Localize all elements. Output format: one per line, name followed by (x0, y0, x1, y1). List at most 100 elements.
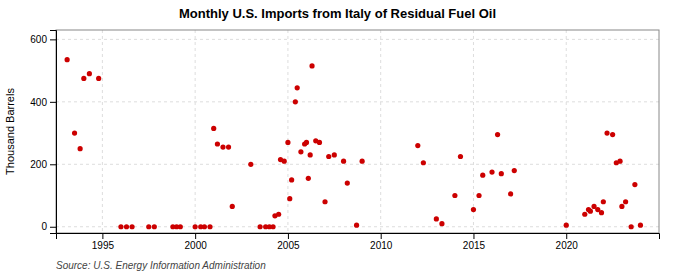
axis-domain (50, 31, 57, 234)
point (341, 159, 346, 164)
y-tick: 400 (30, 97, 56, 108)
point (129, 224, 134, 229)
x-tick-mark (102, 233, 103, 239)
point (434, 216, 439, 221)
chart: 1995200020052010201520200200400600Monthl… (0, 0, 675, 275)
point (211, 126, 216, 131)
title: Monthly U.S. Imports from Italy of Resid… (179, 6, 496, 21)
point (287, 196, 292, 201)
points (65, 57, 644, 229)
point (295, 85, 300, 90)
point (629, 224, 634, 229)
x-tick: 1995 (92, 233, 115, 251)
point (226, 145, 231, 150)
y-tick: 0 (41, 221, 56, 232)
y-tick: 200 (30, 159, 56, 170)
x-tick: 2010 (370, 233, 393, 251)
point (87, 71, 92, 76)
point (282, 159, 287, 164)
point (604, 130, 609, 135)
point (332, 152, 337, 157)
point (124, 224, 129, 229)
point (638, 223, 643, 228)
plot-frame (56, 30, 659, 233)
point (601, 199, 606, 204)
x-tick-mark (473, 233, 474, 239)
x-tick-label: 1995 (92, 240, 115, 251)
point (309, 63, 314, 68)
y-axis-label: Thousand Barrels (4, 88, 16, 175)
point (298, 149, 303, 154)
x-grid-line (195, 30, 196, 233)
point (458, 154, 463, 159)
y-grid-line (56, 39, 659, 40)
point (489, 170, 494, 175)
y-tick-mark (50, 164, 56, 165)
y-tick-label: 600 (30, 34, 47, 45)
point (276, 212, 281, 217)
x-grid-line (566, 30, 567, 233)
x-tick: 2005 (277, 233, 300, 251)
point (499, 171, 504, 176)
y-tick-mark (50, 102, 56, 103)
x-grid-line (287, 30, 288, 233)
point (178, 224, 183, 229)
y-axis: 0 200 400 600 (30, 31, 56, 234)
grid (56, 30, 659, 233)
axis-domain (57, 234, 660, 240)
point (152, 224, 157, 229)
point (564, 223, 569, 228)
point (452, 193, 457, 198)
y-grid-line (56, 101, 659, 102)
y-tick-mark (50, 227, 56, 228)
point (289, 177, 294, 182)
point (317, 140, 322, 145)
point (360, 159, 365, 164)
x-tick-mark (195, 233, 196, 239)
point (476, 193, 481, 198)
x-tick-mark (566, 233, 567, 239)
point (118, 224, 123, 229)
point (257, 224, 262, 229)
x-tick: 2015 (463, 233, 486, 251)
point (582, 212, 587, 217)
point (230, 204, 235, 209)
point (304, 140, 309, 145)
point (632, 182, 637, 187)
point (480, 173, 485, 178)
point (495, 132, 500, 137)
y-tick-label: 400 (30, 97, 47, 108)
point (193, 224, 198, 229)
point (354, 223, 359, 228)
point (471, 207, 476, 212)
point (421, 160, 426, 165)
point (345, 180, 350, 185)
point (293, 99, 298, 104)
point (439, 221, 444, 226)
y-grid-line (56, 164, 659, 165)
point (78, 146, 83, 151)
x-axis: 199520002005201020152020 (57, 233, 660, 251)
x-grid-line (473, 30, 474, 233)
point (207, 224, 212, 229)
point (322, 199, 327, 204)
point (617, 159, 622, 164)
point (599, 210, 604, 215)
x-grid-line (380, 30, 381, 233)
point (72, 130, 77, 135)
x-tick-mark (288, 233, 289, 239)
point (248, 162, 253, 167)
y-tick: 600 (30, 34, 56, 45)
point (308, 152, 313, 157)
point (285, 140, 290, 145)
y-tick-label: 0 (41, 221, 47, 232)
point (220, 145, 225, 150)
point (623, 199, 628, 204)
point (512, 168, 517, 173)
point (415, 143, 420, 148)
point (588, 209, 593, 214)
source-note: Source: U.S. Energy Information Administ… (56, 260, 266, 271)
x-tick-label: 2000 (185, 240, 208, 251)
y-tick-mark (50, 39, 56, 40)
point (215, 141, 220, 146)
